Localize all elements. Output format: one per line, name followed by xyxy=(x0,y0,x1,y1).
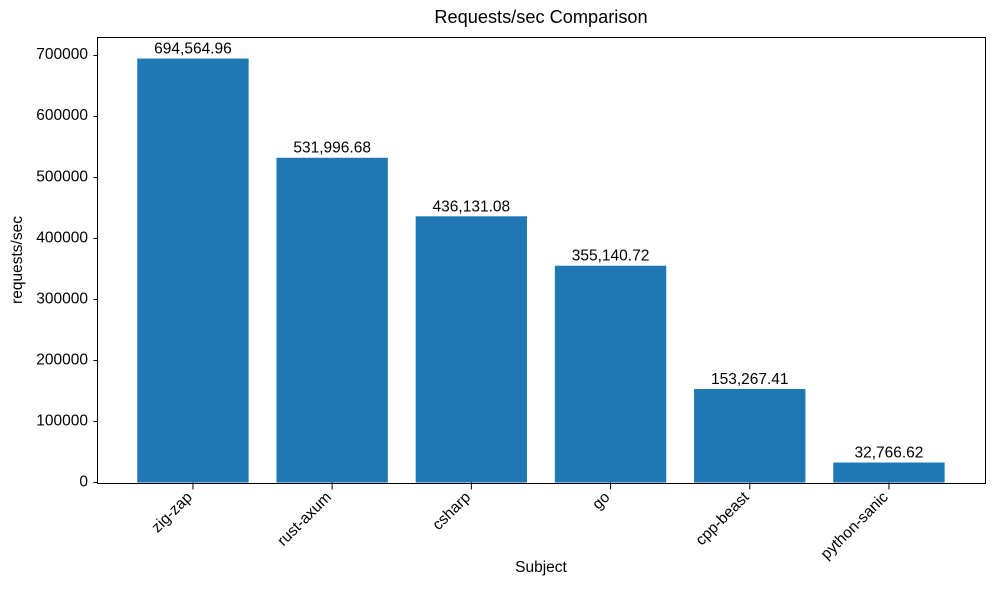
svg-text:requests/sec: requests/sec xyxy=(9,216,26,304)
svg-text:rust-axum: rust-axum xyxy=(274,489,335,550)
svg-text:200000: 200000 xyxy=(36,351,88,368)
svg-text:32,766.62: 32,766.62 xyxy=(854,445,923,462)
svg-text:531,996.68: 531,996.68 xyxy=(293,140,371,157)
svg-text:153,267.41: 153,267.41 xyxy=(711,371,789,388)
svg-text:600000: 600000 xyxy=(36,107,88,124)
svg-text:100000: 100000 xyxy=(36,413,88,430)
svg-text:go: go xyxy=(589,489,613,513)
svg-text:500000: 500000 xyxy=(36,168,88,185)
svg-text:0: 0 xyxy=(79,474,88,491)
svg-text:700000: 700000 xyxy=(36,46,88,63)
svg-text:Subject: Subject xyxy=(515,559,567,576)
svg-text:python-sanic: python-sanic xyxy=(818,489,892,563)
svg-text:355,140.72: 355,140.72 xyxy=(572,248,650,265)
svg-text:400000: 400000 xyxy=(36,229,88,246)
svg-text:zig-zap: zig-zap xyxy=(148,489,195,536)
svg-text:300000: 300000 xyxy=(36,290,88,307)
svg-text:436,131.08: 436,131.08 xyxy=(433,198,511,215)
svg-text:cpp-beast: cpp-beast xyxy=(692,488,753,549)
svg-text:csharp: csharp xyxy=(429,489,474,534)
svg-text:Requests/sec Comparison: Requests/sec Comparison xyxy=(434,7,647,27)
svg-text:694,564.96: 694,564.96 xyxy=(154,41,232,58)
